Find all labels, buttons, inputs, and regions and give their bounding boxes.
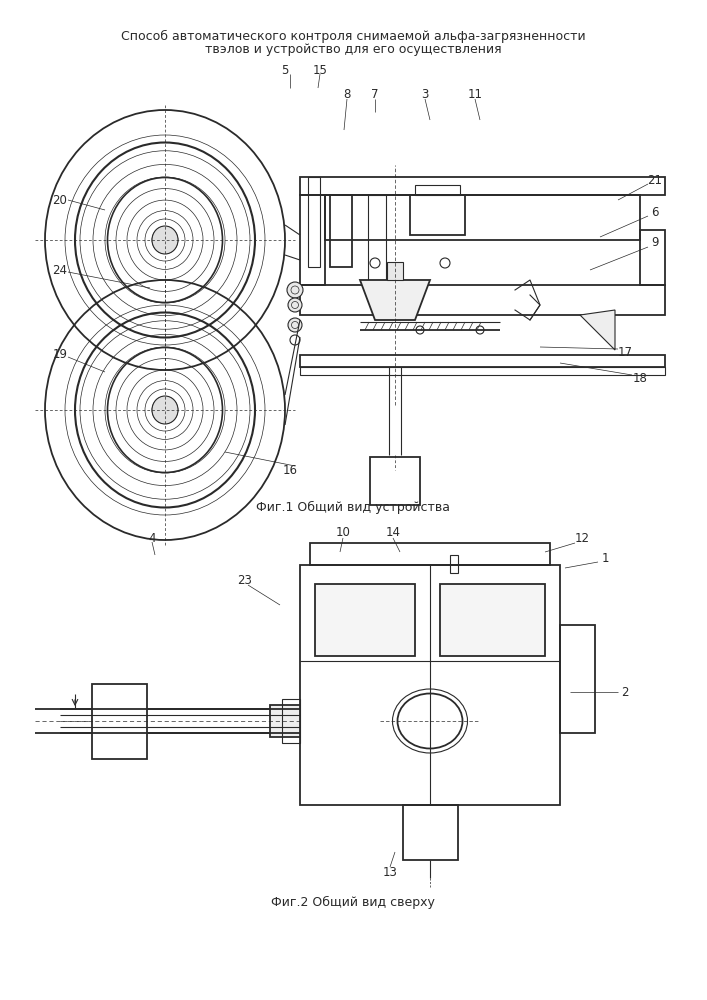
- Text: 17: 17: [617, 346, 633, 359]
- Bar: [330, 195, 352, 267]
- Bar: [92, 684, 147, 759]
- Bar: [325, 195, 640, 240]
- Bar: [370, 457, 420, 505]
- Text: 12: 12: [575, 532, 590, 544]
- Text: 15: 15: [312, 64, 327, 77]
- Bar: [440, 584, 545, 656]
- Bar: [300, 367, 665, 375]
- Bar: [270, 705, 300, 737]
- Bar: [300, 285, 665, 315]
- Bar: [300, 355, 665, 367]
- Bar: [415, 185, 460, 195]
- Text: 2: 2: [621, 686, 629, 698]
- Text: 18: 18: [633, 371, 648, 384]
- Text: 16: 16: [283, 464, 298, 477]
- Text: 11: 11: [467, 89, 482, 102]
- Text: 7: 7: [371, 89, 379, 102]
- Bar: [300, 195, 325, 285]
- Text: 4: 4: [148, 532, 156, 544]
- Bar: [310, 543, 550, 565]
- Text: 21: 21: [648, 174, 662, 186]
- Text: 14: 14: [385, 526, 400, 538]
- Circle shape: [288, 318, 302, 332]
- Ellipse shape: [152, 396, 178, 424]
- Bar: [282, 699, 300, 743]
- Circle shape: [287, 282, 303, 298]
- Bar: [560, 625, 595, 733]
- Text: 6: 6: [651, 206, 659, 219]
- Text: 19: 19: [52, 349, 67, 361]
- Bar: [410, 195, 465, 235]
- Polygon shape: [580, 310, 615, 350]
- Bar: [315, 584, 415, 656]
- Text: 23: 23: [238, 574, 252, 586]
- Text: 5: 5: [281, 64, 288, 77]
- Text: 24: 24: [52, 263, 67, 276]
- Bar: [450, 555, 458, 573]
- Bar: [300, 177, 665, 195]
- Text: 3: 3: [421, 89, 428, 102]
- Bar: [300, 565, 560, 805]
- Bar: [308, 177, 320, 267]
- Text: Фиг.2 Общий вид сверху: Фиг.2 Общий вид сверху: [271, 895, 435, 909]
- Bar: [387, 262, 403, 280]
- Ellipse shape: [152, 226, 178, 254]
- Text: 8: 8: [344, 89, 351, 102]
- Bar: [403, 805, 458, 860]
- Text: 13: 13: [382, 865, 397, 879]
- Text: 10: 10: [336, 526, 351, 538]
- Text: 20: 20: [52, 194, 67, 207]
- Bar: [640, 230, 665, 285]
- Text: твэлов и устройство для его осуществления: твэлов и устройство для его осуществлени…: [205, 42, 501, 55]
- Text: 1: 1: [601, 552, 609, 564]
- Polygon shape: [360, 280, 430, 320]
- Text: 9: 9: [651, 236, 659, 249]
- Text: Способ автоматического контроля снимаемой альфа-загрязненности: Способ автоматического контроля снимаемо…: [121, 29, 585, 43]
- Circle shape: [288, 298, 302, 312]
- Bar: [368, 195, 386, 285]
- Text: Фиг.1 Общий вид устройства: Фиг.1 Общий вид устройства: [256, 500, 450, 514]
